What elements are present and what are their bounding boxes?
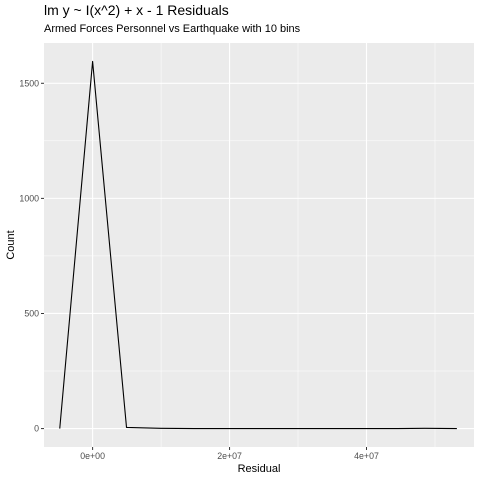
- chart-subtitle: Armed Forces Personnel vs Earthquake wit…: [44, 23, 301, 35]
- x-tick-label: 0e+00: [80, 451, 105, 461]
- x-axis-title: Residual: [238, 463, 281, 475]
- residual-count-line: [59, 60, 457, 430]
- plot-panel: [44, 43, 474, 447]
- y-axis-title: Count: [5, 230, 17, 259]
- data-series: [59, 60, 457, 430]
- x-axis: 0e+00 2e+07 4e+07: [80, 447, 379, 461]
- x-tick-label: 4e+07: [354, 451, 379, 461]
- y-tick-label: 1500: [19, 78, 39, 88]
- y-tick-label: 1000: [19, 193, 39, 203]
- x-tick-label: 2e+07: [217, 451, 242, 461]
- y-tick-label: 500: [24, 308, 39, 318]
- y-axis: 0 500 1000 1500: [19, 78, 44, 434]
- chart-title: lm y ~ I(x^2) + x - 1 Residuals: [44, 2, 229, 18]
- y-tick-label: 0: [34, 424, 39, 434]
